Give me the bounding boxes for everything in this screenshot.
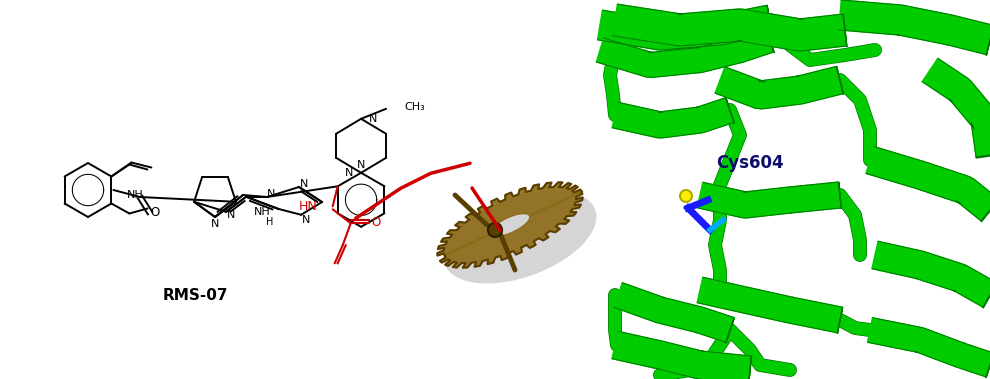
Polygon shape <box>614 283 735 342</box>
Text: N: N <box>211 219 219 229</box>
Polygon shape <box>872 241 990 307</box>
Polygon shape <box>867 318 990 377</box>
Polygon shape <box>976 153 990 158</box>
Polygon shape <box>726 98 735 123</box>
Text: Cys604: Cys604 <box>716 154 784 172</box>
Ellipse shape <box>444 191 596 283</box>
Text: N: N <box>356 160 365 170</box>
Polygon shape <box>697 277 842 333</box>
Text: N: N <box>369 114 377 124</box>
Text: N: N <box>345 168 353 178</box>
Polygon shape <box>923 58 990 157</box>
Circle shape <box>680 190 692 202</box>
Text: RMS-07: RMS-07 <box>162 288 228 302</box>
Polygon shape <box>986 353 990 378</box>
Text: N: N <box>227 210 236 220</box>
Polygon shape <box>839 182 842 209</box>
Polygon shape <box>440 192 583 268</box>
Text: H: H <box>266 217 273 227</box>
Polygon shape <box>697 182 842 218</box>
Text: NH: NH <box>253 207 270 217</box>
Text: CH₃: CH₃ <box>404 102 425 112</box>
Polygon shape <box>843 14 846 47</box>
Polygon shape <box>726 318 735 343</box>
Polygon shape <box>613 4 846 51</box>
Text: N: N <box>300 179 308 189</box>
Text: O: O <box>371 216 380 229</box>
Circle shape <box>488 223 502 237</box>
Polygon shape <box>596 28 774 77</box>
Text: O: O <box>150 207 159 219</box>
Text: N: N <box>267 189 275 199</box>
Polygon shape <box>866 147 990 221</box>
Polygon shape <box>838 307 842 334</box>
Polygon shape <box>986 25 990 56</box>
Polygon shape <box>981 199 990 222</box>
Polygon shape <box>767 5 773 36</box>
Polygon shape <box>839 0 990 55</box>
Polygon shape <box>766 28 774 53</box>
Polygon shape <box>748 356 751 379</box>
Polygon shape <box>598 5 773 50</box>
Text: N: N <box>302 215 310 225</box>
Polygon shape <box>715 66 843 109</box>
Polygon shape <box>837 66 843 95</box>
Polygon shape <box>983 283 990 308</box>
Text: HN: HN <box>299 200 318 213</box>
Polygon shape <box>612 331 751 379</box>
Text: NH: NH <box>127 190 144 200</box>
Polygon shape <box>612 98 735 138</box>
Polygon shape <box>438 182 581 255</box>
